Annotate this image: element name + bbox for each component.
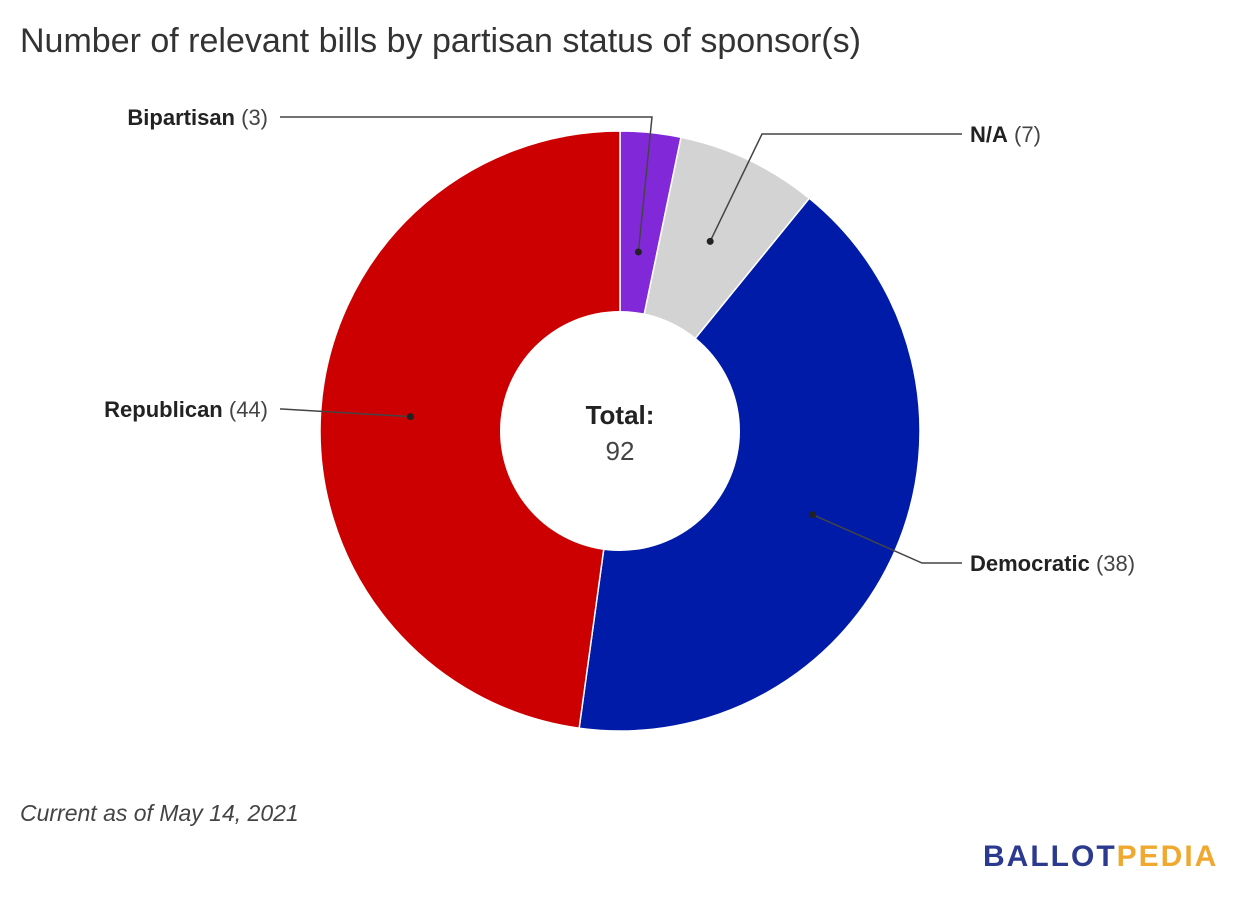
callout-dot-republican [406,413,414,421]
footnote: Current as of May 14, 2021 [20,800,299,826]
label-democratic: Democratic (38) [970,551,1135,576]
slice-republican[interactable] [319,130,621,730]
label-name-republican: Republican [104,397,223,422]
donut-hole [500,311,740,551]
chart-title: Number of relevant bills by partisan sta… [20,22,861,60]
logo-part-ballot: BALLOT [983,840,1117,873]
callout-republican: Republican (44) [104,397,414,422]
ballotpedia-logo: BALLOTPEDIA [983,840,1218,874]
callout-dot-n-a [706,237,714,245]
callout-dot-bipartisan [634,248,642,256]
center-total: 92 [606,436,635,466]
callout-dot-democratic [809,511,817,519]
label-name-n-a: N/A [970,122,1008,147]
callout-line-n-a [709,133,962,242]
callout-n-a: N/A (7) [706,122,1041,245]
callout-bipartisan: Bipartisan (3) [127,105,653,256]
label-count-bipartisan: (3) [235,105,268,130]
label-n-a: N/A (7) [970,122,1041,147]
label-republican: Republican (44) [104,397,268,422]
label-count-republican: (44) [223,397,268,422]
callout-line-bipartisan [280,116,653,253]
label-count-democratic: (38) [1090,551,1135,576]
logo-part-pedia: PEDIA [1116,840,1219,873]
callout-line-republican [280,408,411,418]
label-name-bipartisan: Bipartisan [127,105,235,130]
label-name-democratic: Democratic [970,551,1090,576]
label-count-n-a: (7) [1008,122,1041,147]
callout-line-democratic [812,513,962,564]
label-bipartisan: Bipartisan (3) [127,105,268,130]
center-label: Total: [586,400,655,430]
callout-democratic: Democratic (38) [809,511,1135,576]
